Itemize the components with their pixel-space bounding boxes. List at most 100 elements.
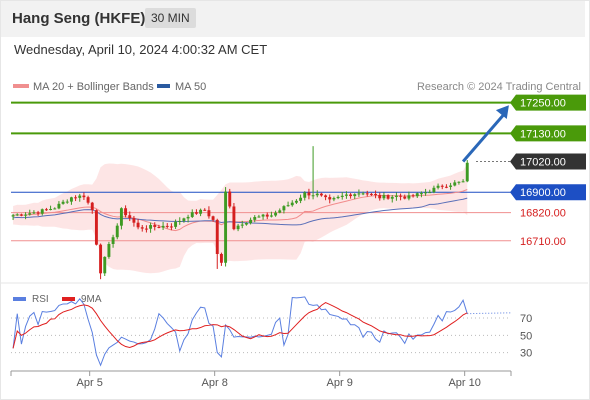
candle-body (99, 244, 103, 274)
level-label: 17130.00 (520, 128, 566, 140)
level-label: 17250.00 (520, 98, 566, 110)
level-label: 16710.00 (520, 236, 566, 248)
candle-body (449, 185, 453, 187)
legend-rsi-label: RSI (32, 294, 49, 305)
candle-body (211, 216, 215, 220)
candle-body (153, 225, 157, 227)
legend-rsi-swatch (13, 297, 26, 301)
candle-body (132, 218, 136, 223)
moving-averages (13, 189, 468, 232)
rsi-tick-label: 70 (520, 313, 532, 325)
candle-body (394, 195, 398, 197)
source-credit: Research © 2024 Trading Central (417, 81, 581, 93)
candle-body (11, 215, 15, 217)
candle-body (240, 224, 244, 226)
candle-body (365, 193, 369, 195)
candle-body (382, 195, 386, 199)
timestamp: Wednesday, April 10, 2024 4:00:32 AM CET (14, 42, 268, 57)
level-tag (510, 184, 586, 201)
candle-body (144, 228, 148, 230)
candle-body (290, 202, 294, 206)
candle-body (386, 195, 390, 199)
candle-body (253, 217, 257, 220)
price-levels (11, 101, 513, 242)
candle-body (436, 185, 440, 188)
candle-body (274, 212, 278, 216)
candle-body (49, 208, 53, 210)
rsi-tick-label: 50 (520, 330, 532, 342)
candle-body (15, 214, 19, 216)
candle-body (74, 197, 78, 199)
candle-body (236, 225, 240, 230)
candle-body (411, 195, 415, 197)
candle-body (165, 225, 169, 227)
candle-body (36, 212, 40, 214)
candle-body (349, 194, 353, 197)
candle-body (319, 193, 323, 196)
candle-body (324, 195, 328, 198)
candle-body (53, 208, 57, 210)
level-label: 16820.00 (520, 208, 566, 220)
rsi-line (12, 296, 468, 367)
candle-body (65, 201, 69, 203)
candle-body (19, 214, 23, 216)
candle-body (244, 223, 248, 225)
candle-body (215, 219, 219, 254)
candle-body (444, 186, 448, 188)
bollinger-band-area (13, 163, 468, 274)
x-axis-ticks: Apr 5 Apr 8 Apr 9 Apr 10 (10, 371, 512, 389)
candle-body (44, 209, 48, 211)
candle-body (24, 214, 28, 216)
level-label: 17020.00 (520, 157, 566, 169)
candle-body (32, 212, 36, 214)
candle-body (403, 196, 407, 199)
candle-body (340, 195, 344, 197)
candle-body (69, 197, 73, 202)
level-tag (510, 153, 586, 170)
candle-body (78, 195, 82, 198)
candle-body (374, 193, 378, 196)
candle-body (199, 209, 203, 214)
candle-body (278, 210, 282, 213)
candle-body (353, 194, 357, 197)
candle-body (86, 197, 90, 203)
candle-body (261, 214, 265, 217)
candle-body (303, 192, 307, 198)
candle-body (378, 195, 382, 199)
candle-body (115, 225, 119, 238)
candle-body (315, 193, 319, 196)
candle-body (311, 195, 315, 197)
candle-body (224, 191, 228, 263)
candle-body (390, 196, 394, 199)
legend-ma20-swatch (13, 84, 29, 88)
forecast-arrow-shaft (461, 112, 507, 163)
candle-body (461, 181, 465, 183)
candle-body (103, 256, 107, 274)
rsi-ma-line (12, 302, 468, 349)
candle-body (174, 221, 178, 227)
candle-body (299, 197, 303, 201)
candlesticks (11, 146, 469, 280)
candle-body (415, 193, 419, 197)
level-label: 16900.00 (520, 187, 566, 199)
candle-body (182, 218, 186, 221)
candle-body (407, 195, 411, 199)
candle-body (119, 208, 123, 226)
candle-body (249, 219, 253, 224)
candle-body (424, 192, 428, 194)
ma50-line (13, 197, 468, 226)
level-labels: 17250.00 17130.00 17020.00 16900.00 16820.00… (510, 94, 586, 248)
candle-body (161, 225, 165, 228)
candle-body (228, 191, 232, 207)
level-tag (510, 125, 586, 142)
candle-body (453, 182, 457, 186)
candle-body (282, 206, 286, 211)
candle-body (178, 220, 182, 222)
instrument-title: Hang Seng (HKFE) (12, 10, 146, 27)
bollinger-bands (13, 163, 468, 274)
interval-button[interactable]: 30 MIN (145, 8, 196, 28)
candle-body (90, 202, 94, 211)
candle-body (94, 210, 98, 245)
candle-body (61, 201, 65, 204)
